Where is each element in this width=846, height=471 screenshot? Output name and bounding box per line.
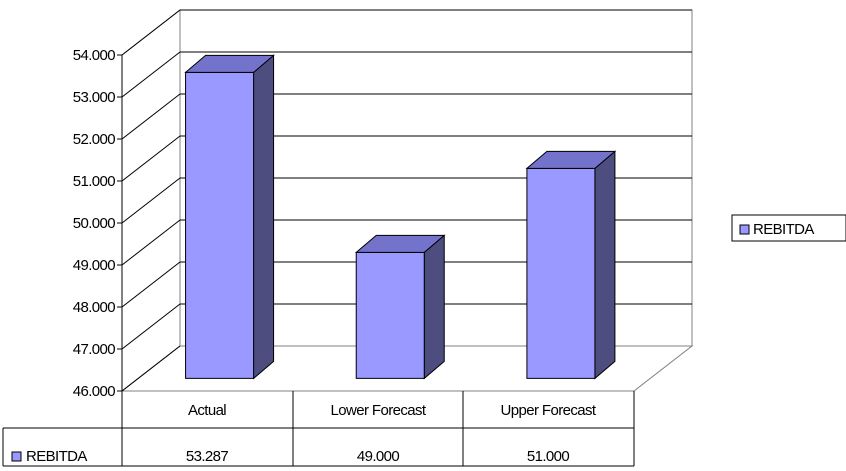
legend-swatch <box>739 224 750 235</box>
bar-side <box>594 150 616 380</box>
gridline-side-4 <box>121 177 181 224</box>
table-legend-label: REBITDA <box>26 448 87 465</box>
bar-front <box>355 251 425 379</box>
gridline-side-6 <box>121 93 181 140</box>
y-tick-label-4: 50.000 <box>73 215 116 232</box>
bar-actual <box>184 54 275 380</box>
bar-top <box>354 234 446 253</box>
gridline-side-1 <box>121 303 181 350</box>
gridline-side-3 <box>121 219 181 266</box>
y-tick-label-1: 47.000 <box>73 341 116 358</box>
category-label-lower-forecast: Lower Forecast <box>331 402 427 419</box>
category-label-actual: Actual <box>188 402 226 419</box>
y-axis-ticks: 46.000 47.000 48.000 49.000 50.000 51.000 52.0… <box>73 47 123 400</box>
legend-label: REBITDA <box>753 221 814 238</box>
bar-front <box>185 71 255 379</box>
legend-box <box>731 214 846 242</box>
bars <box>184 54 617 380</box>
bar-top <box>184 54 275 73</box>
bar-lower-forecast <box>354 234 446 380</box>
table-value-lower-forecast: 49.000 <box>357 448 400 465</box>
bar-upper-forecast <box>525 150 617 380</box>
bar-side <box>253 54 275 380</box>
legend: REBITDA <box>731 214 846 242</box>
gridline-side-8 <box>121 9 181 56</box>
gridline-side-2 <box>121 261 181 308</box>
table-value-upper-forecast: 51.000 <box>527 448 570 465</box>
y-tick-label-8: 54.000 <box>73 47 116 64</box>
y-tick-label-2: 48.000 <box>73 299 116 316</box>
y-tick-label-0: 46.000 <box>73 383 116 400</box>
gridline-side-5 <box>121 135 181 182</box>
data-table: Actual Lower Forecast Upper Forecast REB… <box>2 391 635 467</box>
table-value-actual: 53.287 <box>186 448 229 465</box>
y-tick-label-3: 49.000 <box>73 257 116 274</box>
bar-side <box>423 234 445 380</box>
bar-front <box>526 167 596 379</box>
y-tick-label-6: 52.000 <box>73 131 116 148</box>
category-label-upper-forecast: Upper Forecast <box>501 402 597 419</box>
bar-top <box>525 150 617 169</box>
gridline-side-0 <box>121 345 181 392</box>
y-tick-label-7: 53.000 <box>73 89 116 106</box>
gridline-side-7 <box>121 51 181 98</box>
y-tick-label-5: 51.000 <box>73 173 116 190</box>
table-legend-swatch <box>11 451 22 462</box>
